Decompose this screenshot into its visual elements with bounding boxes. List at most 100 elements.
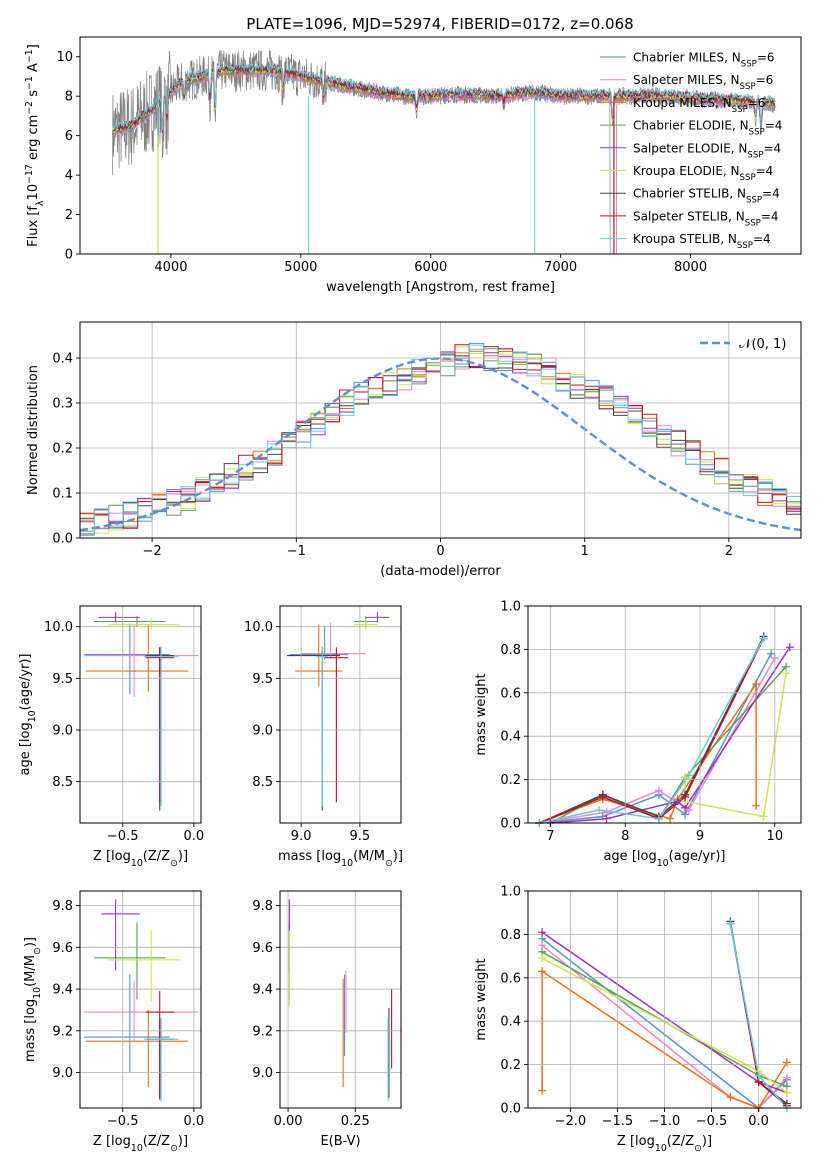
model-spectrum-kroupa_stelib — [112, 61, 776, 131]
label-part: SSP — [749, 128, 765, 138]
label-part: erg cm — [26, 115, 41, 164]
x-axis-label: wavelength [Angstrom, rest frame] — [326, 280, 555, 295]
axes-frame — [79, 605, 202, 824]
y-axis-label: age [log10(age/yr)] — [18, 653, 38, 775]
label-part: =6 — [757, 51, 775, 65]
label-part: ] — [26, 44, 41, 49]
x-tick-label: −1.0 — [649, 1114, 681, 1129]
marker-salpeter_miles — [654, 786, 663, 795]
marker-kroupa_elodie — [782, 1088, 791, 1097]
label-part: =6 — [756, 73, 774, 87]
y-axis-label: mass [log10(M/M⊙)] — [23, 937, 43, 1062]
marker-kroupa_miles — [538, 1086, 547, 1095]
y-tick-label: 4 — [65, 169, 73, 184]
x-tick-label: −0.5 — [696, 1114, 728, 1129]
plot-area-weight_vs_age — [538, 636, 791, 823]
y-tick-label: 0.8 — [500, 928, 521, 943]
label-part: ⊙ — [694, 1143, 702, 1154]
plot-area-spectrum — [112, 50, 776, 254]
x-tick-label: 0.0 — [748, 1114, 769, 1129]
label-part: SSP — [746, 196, 762, 206]
y-tick-label: 10.0 — [44, 620, 73, 635]
x-axis-label: E(B-V) — [320, 1134, 360, 1149]
legend-label: 𝒩(0, 1) — [739, 337, 786, 352]
axes-age_vs_Z: −0.5 0.08.59.09.510.0Z [log10(Z/Z⊙)]age [… — [18, 605, 204, 869]
label-part: mass [log — [23, 999, 38, 1062]
label-part: ⊙ — [32, 947, 43, 955]
label-part: (M/M — [23, 955, 38, 987]
x-tick-label: 1 — [581, 544, 589, 559]
label-part: SSP — [741, 60, 757, 70]
label-part: )] — [178, 849, 188, 864]
chart-title: PLATE=1096, MJD=52974, FIBERID=0172, z=0… — [246, 15, 633, 33]
label-part: 10 — [657, 858, 669, 869]
plot-area-mass_vs_Z — [84, 899, 199, 1102]
line-kroupa_miles — [538, 681, 757, 823]
y-tick-label: 10 — [56, 50, 73, 65]
x-axis-label: mass [log10(M/M⊙)] — [278, 849, 403, 869]
y-tick-label: 9.4 — [252, 983, 273, 998]
y-tick-label: 0.8 — [500, 643, 521, 658]
label-part: =6 — [748, 96, 766, 110]
label-part: s — [26, 90, 41, 101]
y-tick-label: 0.6 — [500, 971, 521, 986]
label-part: )] — [702, 1134, 712, 1149]
label-part: (M/M — [353, 849, 385, 864]
y-tick-label: 9.0 — [252, 1066, 273, 1081]
x-tick-label: −0.5 — [107, 829, 139, 844]
x-tick-label: 7000 — [544, 260, 577, 275]
label-part: )] — [178, 1134, 188, 1149]
y-tick-label: 0.6 — [500, 686, 521, 701]
x-tick-label: 8000 — [674, 260, 707, 275]
label-part: 10 — [32, 987, 43, 999]
legend-label: Kroupa ELODIE, NSSP=4 — [633, 164, 773, 183]
marker-salpeter_elodie — [602, 814, 611, 823]
y-tick-label: 0.0 — [500, 1102, 521, 1117]
marker-kroupa_miles — [782, 1058, 791, 1067]
x-tick-label: 9.5 — [350, 829, 371, 844]
marker-salpeter_elodie — [785, 643, 794, 652]
y-tick-label: 9.2 — [52, 1024, 73, 1039]
histogram-chabrier_elodie — [80, 348, 801, 538]
axes-mass_vs_EBV: 0.00 0.25 9.0 9.2 9.4 9.6 9.8 E(B-V) — [252, 890, 402, 1149]
label-part: age [log — [18, 722, 33, 775]
y-axis-label: mass weight — [474, 958, 489, 1040]
marker-salpeter_miles — [782, 1073, 791, 1082]
label-part: SSP — [740, 173, 756, 183]
y-tick-label: 0.1 — [52, 487, 73, 502]
label-part: =4 — [764, 141, 782, 155]
label-part: Z [log — [93, 849, 131, 864]
plot-area-residuals — [80, 342, 801, 538]
y-tick-label: 9.2 — [252, 1024, 273, 1039]
x-tick-label: 9.0 — [291, 829, 312, 844]
y-tick-label: 0 — [65, 248, 73, 263]
axes-mass_vs_Z: −0.5 0.09.09.29.49.69.8Z [log10(Z/Z⊙)]mas… — [23, 890, 204, 1154]
x-tick-label: 9 — [696, 829, 704, 844]
y-tick-label: 1.0 — [500, 600, 521, 615]
marker-kroupa_stelib — [759, 634, 768, 643]
y-tick-label: 9.0 — [52, 724, 73, 739]
y-tick-label: 2 — [65, 208, 73, 223]
label-part: age [log — [603, 849, 656, 864]
marker-kroupa_miles — [752, 801, 761, 810]
label-part: ⊙ — [385, 858, 393, 869]
histogram-salpeter_stelib — [80, 344, 801, 538]
label-part: (data-model)/error — [380, 564, 501, 579]
x-tick-label: −2.0 — [555, 1114, 587, 1129]
y-tick-label: 9.4 — [52, 983, 73, 998]
label-part: Kroupa MILES, N — [633, 96, 732, 110]
label-part: 10 — [26, 184, 41, 201]
x-tick-label: 10 — [767, 829, 784, 844]
x-tick-label: 2 — [725, 544, 733, 559]
label-part: −2 — [24, 101, 35, 115]
label-part: −1 — [24, 49, 35, 63]
label-part: Salpeter MILES, N — [633, 73, 740, 87]
y-axis-label: Normed distribution — [26, 365, 41, 495]
label-part: SSP — [737, 241, 753, 251]
y-tick-label: 9.6 — [252, 941, 273, 956]
label-part: SSP — [740, 82, 756, 92]
x-tick-label: −0.5 — [107, 1114, 139, 1129]
marker-kroupa_miles — [666, 814, 675, 823]
y-tick-label: 8.5 — [52, 775, 73, 790]
